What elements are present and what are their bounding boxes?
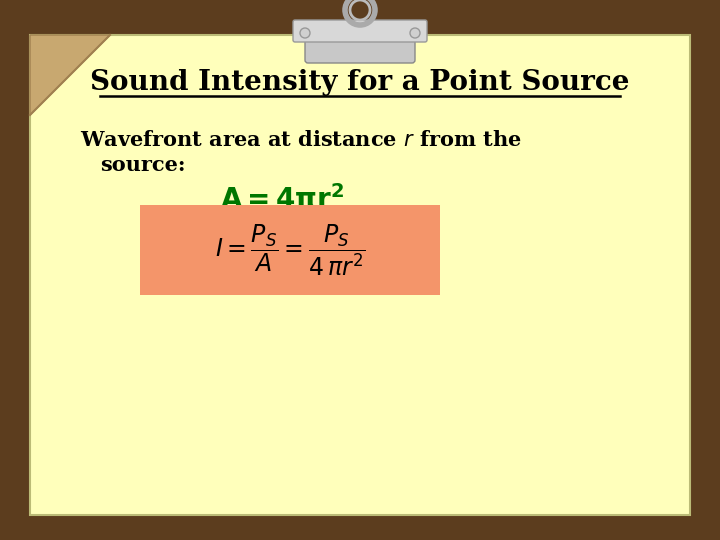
Text: source:: source: [100,155,186,175]
FancyBboxPatch shape [140,205,440,295]
FancyBboxPatch shape [305,32,415,63]
Circle shape [410,28,420,38]
Circle shape [300,28,310,38]
Text: $\mathbf{A = 4\pi r^2}$: $\mathbf{A = 4\pi r^2}$ [220,185,345,215]
FancyBboxPatch shape [293,20,427,42]
Text: Sound Intensity for a Point Source: Sound Intensity for a Point Source [90,69,630,96]
Polygon shape [30,35,110,115]
Text: $I = \dfrac{P_S}{A} = \dfrac{P_S}{4\,\pi r^2}$: $I = \dfrac{P_S}{A} = \dfrac{P_S}{4\,\pi… [215,222,365,278]
Circle shape [350,0,370,20]
FancyBboxPatch shape [30,35,690,515]
Text: Wavefront area at distance $\it{r}$ from the: Wavefront area at distance $\it{r}$ from… [80,130,521,150]
